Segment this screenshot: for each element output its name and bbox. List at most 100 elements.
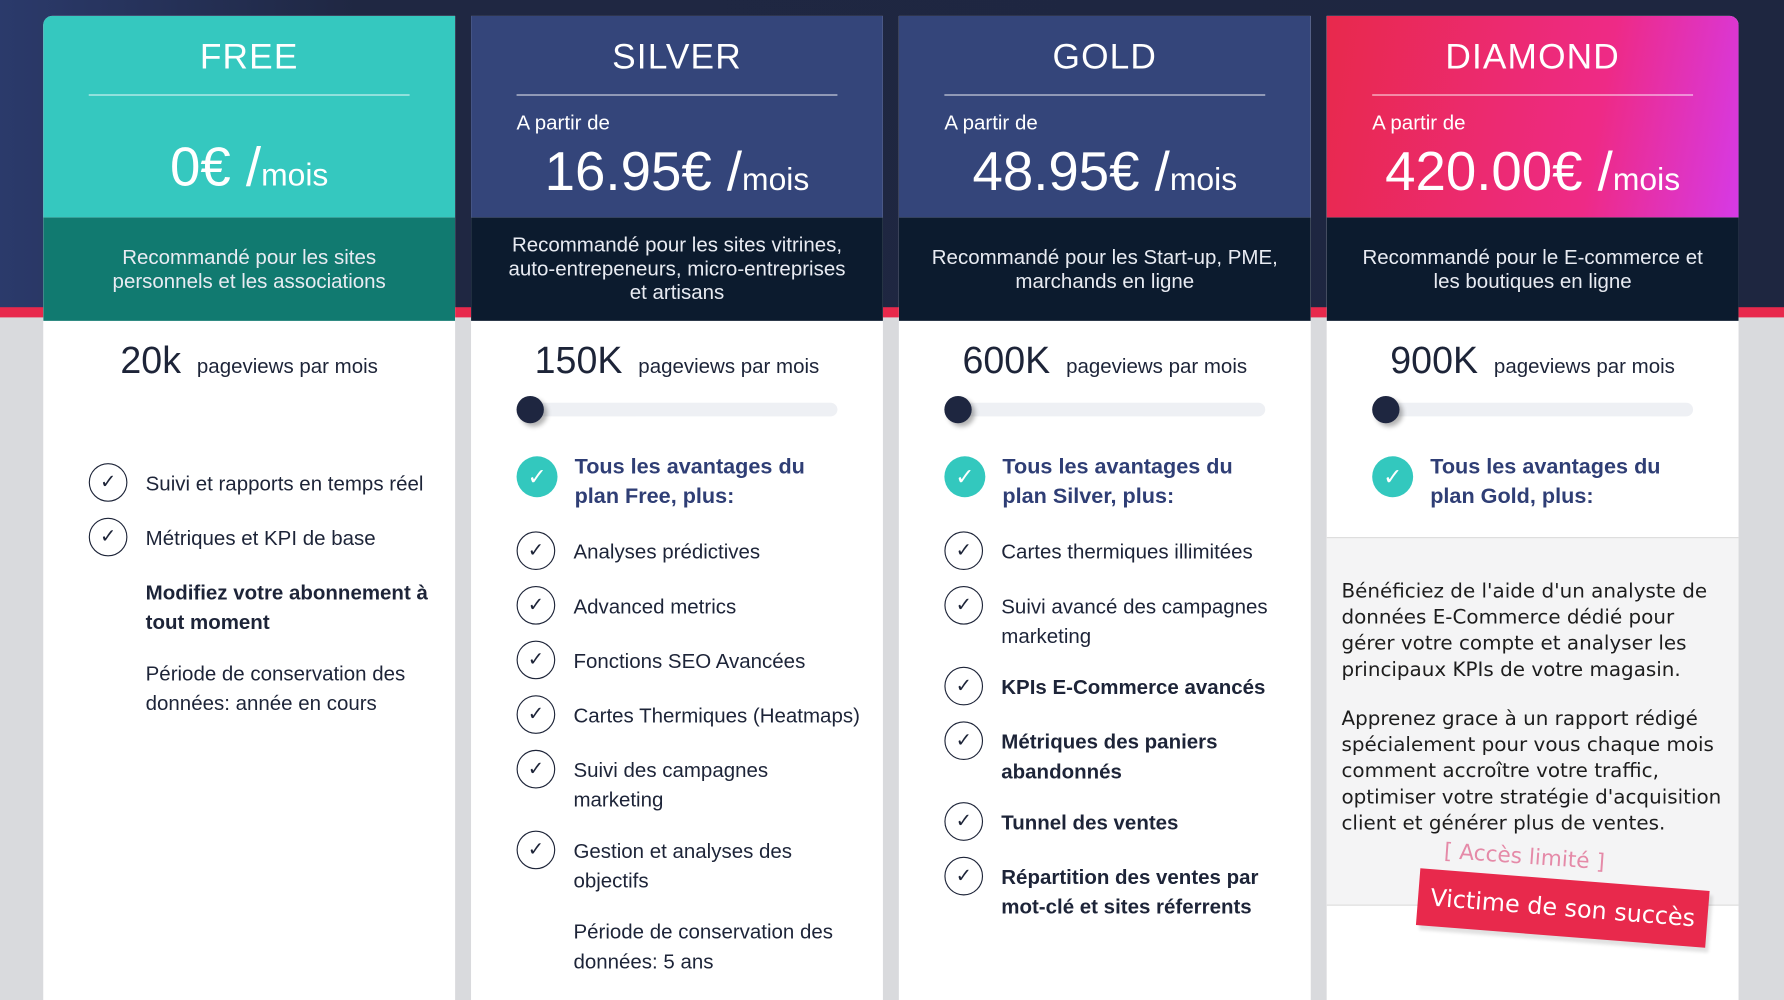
check-circle-icon: ✓ [944, 856, 984, 896]
feature-text: Analyses prédictives [573, 540, 761, 564]
feature-text: Métriques et KPI de base [145, 526, 376, 550]
feature-item: ✓ Tunnel des ventes [944, 802, 1288, 841]
check-circle-icon: ✓ [944, 666, 984, 706]
feature-text: Gestion et analyses des objectifs [573, 839, 793, 893]
check-circle-icon: ✓ [516, 749, 556, 789]
feature-text: Période de conservation des données: ann… [145, 662, 406, 715]
plan-header: FREE 0€ /mois [43, 15, 456, 218]
divider [88, 94, 410, 96]
feature-text: Cartes thermiques illimitées [1001, 540, 1253, 564]
price-unit: mois [1612, 161, 1681, 197]
pageviews-slider[interactable] [944, 395, 1266, 424]
feature-item: ✓ Métriques et KPI de base [88, 517, 433, 557]
pageviews: 150K pageviews par mois [471, 339, 883, 382]
check-circle-icon: ✓ [516, 830, 556, 870]
feature-item: ✓ Analyses prédictives [516, 531, 861, 571]
check-circle-icon: ✓ [88, 517, 128, 557]
pageviews-slider[interactable] [516, 395, 838, 424]
pageviews: 600K pageviews par mois [899, 339, 1311, 382]
pageviews: 20k pageviews par mois [43, 339, 455, 382]
check-filled-icon: ✓ [1372, 456, 1414, 498]
plan-card-silver: SILVER A partir de 16.95€ /mois Recomman… [471, 15, 883, 1000]
feature-item: ✓ Fonctions SEO Avancées [516, 640, 861, 680]
price-prefix: A partir de [1372, 111, 1466, 135]
price-unit: mois [742, 161, 810, 197]
feature-text: Fonctions SEO Avancées [573, 649, 806, 673]
description-text: Recommandé pour le E-commerce et les bou… [1362, 245, 1703, 292]
check-circle-icon: ✓ [516, 585, 556, 625]
service-description: Apprenez grace à un rapport rédigé spéci… [1341, 707, 1722, 836]
check-circle-icon: ✓ [516, 640, 556, 680]
description-text: Recommandé pour les sites vitrines, auto… [508, 233, 846, 304]
feature-item: ✓ Suivi et rapports en temps réel [88, 463, 433, 502]
pageviews-label: pageviews par mois [638, 354, 820, 378]
inherit-benefits-text: Tous les avantages du plan Free, plus: [574, 455, 805, 509]
plan-header: SILVER A partir de 16.95€ /mois [471, 15, 883, 218]
pageviews-slider[interactable] [1372, 395, 1694, 424]
check-circle-icon: ✓ [944, 802, 984, 841]
price-prefix: A partir de [516, 111, 610, 135]
plan-description: Recommandé pour les sites personnels et … [43, 217, 456, 321]
sold-out-ribbon: Victime de son succès [1415, 868, 1710, 948]
plan-price: 0€ /mois [43, 137, 455, 200]
feature-item: Période de conservation des données: 5 a… [573, 917, 860, 976]
plan-price: 420.00€ /mois [1327, 141, 1739, 204]
plan-card-gold: GOLD A partir de 48.95€ /mois Recommandé… [898, 15, 1311, 1000]
limited-access-label: [ Accès limité ] [1443, 838, 1606, 875]
feature-item: ✓ Advanced metrics [516, 585, 861, 625]
inherit-benefits-text: Tous les avantages du plan Silver, plus: [1002, 455, 1233, 509]
feature-item: ✓ Suivi avancé des campagnes marketing [944, 585, 1288, 651]
plan-description: Recommandé pour les sites vitrines, auto… [471, 217, 883, 321]
plan-description: Recommandé pour les Start-up, PME, march… [898, 217, 1311, 321]
pageviews-count: 20k [120, 339, 181, 382]
feature-text: Répartition des ventes par mot-clé et si… [1001, 865, 1259, 919]
feature-item: ✓ Métriques des paniers abandonnés [944, 721, 1288, 786]
description-text: Recommandé pour les sites personnels et … [112, 245, 386, 292]
plan-header: DIAMOND A partir de 420.00€ /mois [1326, 15, 1739, 218]
slider-handle[interactable] [1372, 395, 1400, 424]
plan-name: DIAMOND [1445, 36, 1620, 77]
description-text: Recommandé pour les Start-up, PME, march… [931, 245, 1278, 292]
feature-text: Tunnel des ventes [1001, 811, 1179, 835]
slider-handle[interactable] [944, 395, 972, 424]
accent-stripe [0, 307, 1784, 318]
plan-description: Recommandé pour le E-commerce et les bou… [1326, 217, 1739, 321]
feature-text: Advanced metrics [573, 595, 737, 618]
inherit-benefits: ✓ Tous les avantages du plan Free, plus: [516, 453, 849, 512]
service-description: Bénéficiez de l'aide d'un analyste de do… [1341, 580, 1708, 682]
feature-text: Modifiez votre abonnement à tout moment [145, 581, 428, 634]
price-unit: mois [261, 157, 329, 193]
plan-header: GOLD A partir de 48.95€ /mois [898, 15, 1311, 218]
pageviews-label: pageviews par mois [1066, 354, 1248, 378]
check-filled-icon: ✓ [516, 456, 558, 498]
plan-price: 16.95€ /mois [471, 141, 883, 204]
price-prefix: A partir de [944, 111, 1038, 135]
divider [944, 94, 1266, 96]
inherit-benefits-text: Tous les avantages du plan Gold, plus: [1430, 455, 1661, 509]
premium-service-box: Bénéficiez de l'aide d'un analyste de do… [1326, 537, 1739, 948]
check-circle-icon: ✓ [944, 585, 984, 625]
check-circle-icon: ✓ [516, 695, 556, 734]
feature-list: ✓ Suivi et rapports en temps réel ✓ Métr… [88, 463, 433, 718]
check-circle-icon: ✓ [944, 531, 984, 571]
feature-item: ✓ KPIs E-Commerce avancés [944, 666, 1288, 706]
feature-item: ✓ Répartition des ventes par mot-clé et … [944, 856, 1288, 921]
price-unit: mois [1169, 161, 1238, 197]
check-filled-icon: ✓ [944, 456, 986, 498]
feature-item: ✓ Cartes Thermiques (Heatmaps) [516, 695, 861, 734]
price-amount: 48.95€ / [972, 142, 1170, 203]
feature-text: Cartes Thermiques (Heatmaps) [573, 704, 860, 728]
feature-item: ✓ Suivi des campagnes marketing [516, 749, 861, 814]
plan-name: SILVER [612, 36, 742, 77]
feature-text: Métriques des paniers abandonnés [1001, 730, 1218, 783]
pageviews-count: 600K [962, 339, 1051, 382]
inherit-benefits: ✓ Tous les avantages du plan Silver, plus… [944, 453, 1276, 512]
divider [516, 94, 838, 96]
feature-list: ✓ Analyses prédictives ✓ Advanced metric… [516, 531, 861, 976]
check-circle-icon: ✓ [516, 531, 556, 571]
divider [1372, 94, 1694, 96]
slider-handle[interactable] [516, 395, 544, 424]
plan-card-diamond: DIAMOND A partir de 420.00€ /mois Recomm… [1326, 15, 1739, 1000]
check-circle-icon: ✓ [944, 721, 984, 761]
price-amount: 420.00€ / [1385, 142, 1613, 203]
